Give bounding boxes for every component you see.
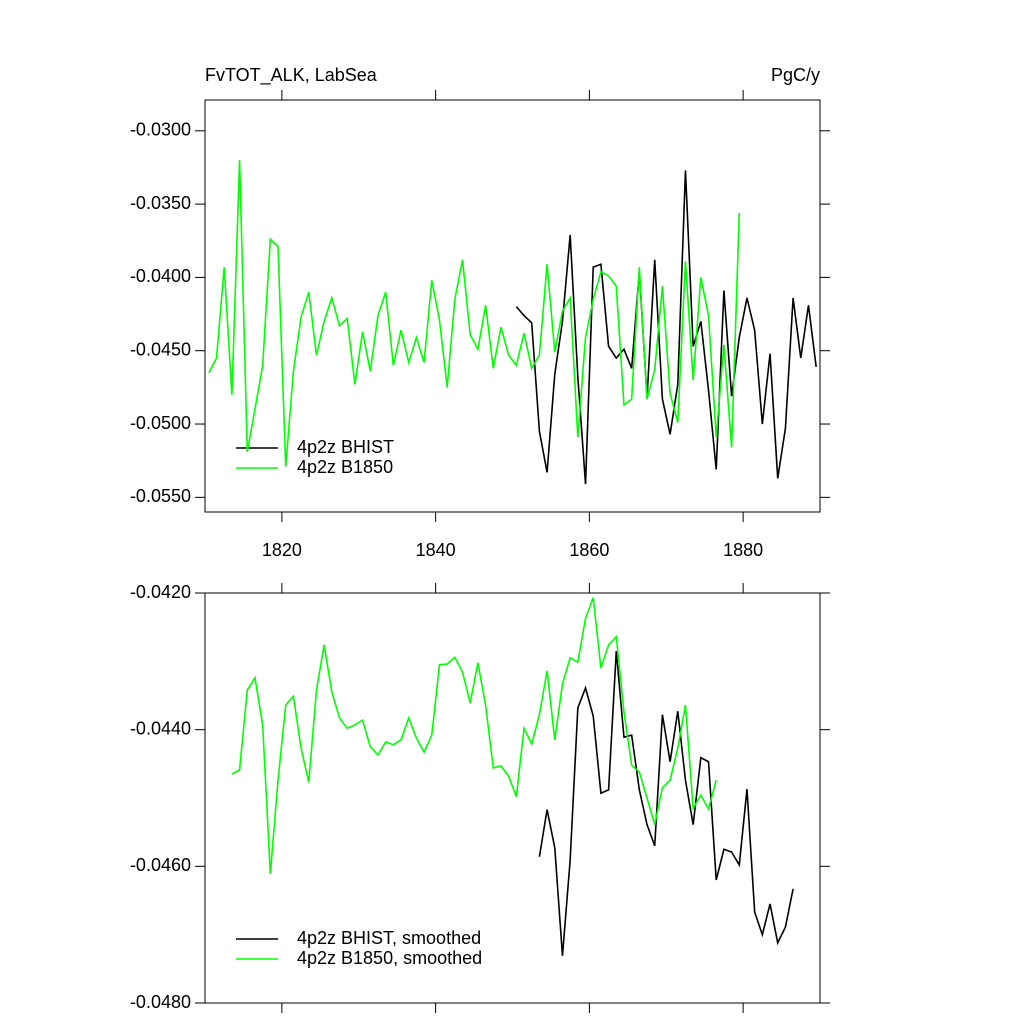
x-tick-label: 1840 [416,540,456,560]
y-tick-label: -0.0400 [130,266,191,286]
y-tick-label: -0.0300 [130,120,191,140]
y-tick-label: -0.0420 [130,582,191,602]
y-tick-label: -0.0550 [130,486,191,506]
legend-label: 4p2z BHIST, smoothed [297,928,481,948]
y-tick-label: -0.0480 [130,992,191,1012]
x-tick-label: 1880 [723,540,763,560]
chart-title: FvTOT_ALK, LabSea [205,65,378,86]
series-line [208,160,741,467]
x-tick-label: 1860 [569,540,609,560]
y-tick-label: -0.0350 [130,193,191,213]
x-tick-label: 1820 [262,540,302,560]
series-line [538,651,794,956]
series-line [515,170,817,485]
y-tick-label: -0.0440 [130,718,191,738]
plot-frame [204,99,821,513]
y-tick-label: -0.0450 [130,339,191,359]
legend-label: 4p2z BHIST [297,437,394,457]
unit-label: PgC/y [771,65,820,85]
legend-label: 4p2z B1850 [297,457,393,477]
series-line [231,597,717,874]
plot-frame [204,592,821,1004]
legend-label: 4p2z B1850, smoothed [297,948,482,968]
y-tick-label: -0.0500 [130,413,191,433]
y-tick-label: -0.0460 [130,855,191,875]
